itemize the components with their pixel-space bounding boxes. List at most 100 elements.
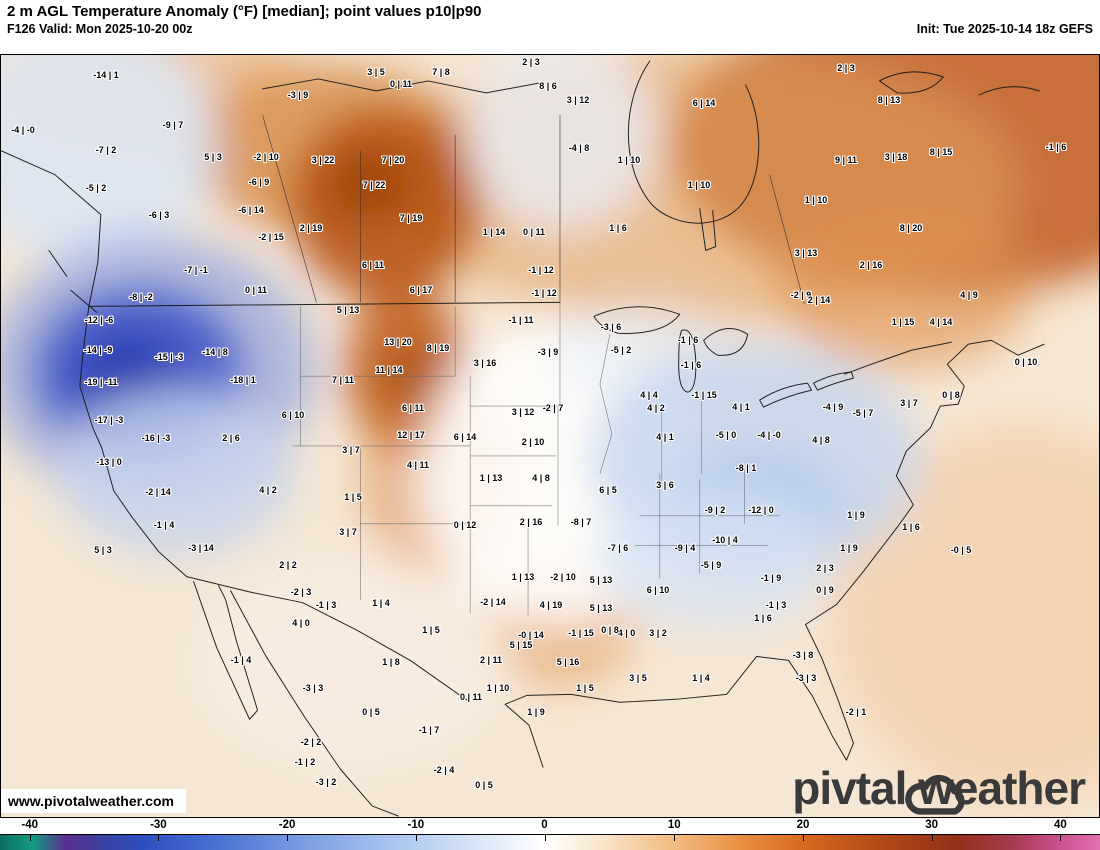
colorbar-gradient	[0, 834, 1100, 850]
point-value: -4 | -0	[757, 430, 781, 440]
point-value: -1 | 15	[691, 390, 717, 400]
point-value: 2 | 16	[859, 260, 883, 270]
point-value: 4 | 9	[960, 290, 978, 300]
point-value: 2 | 16	[519, 517, 543, 527]
point-value: -2 | 15	[258, 232, 284, 242]
point-value: 1 | 15	[891, 317, 915, 327]
point-value: 0 | 11	[522, 227, 546, 237]
point-value: -14 | 8	[202, 347, 228, 357]
state-borders	[292, 302, 780, 616]
point-value: 2 | 3	[522, 57, 540, 67]
point-value: 8 | 15	[929, 147, 953, 157]
point-value: 4 | 2	[647, 403, 665, 413]
point-value: 1 | 4	[372, 598, 390, 608]
point-value: 0 | 12	[453, 520, 477, 530]
point-value: 4 | 11	[406, 460, 430, 470]
point-value: 3 | 6	[656, 480, 674, 490]
point-value: 6 | 5	[599, 485, 617, 495]
point-value: -3 | 9	[287, 90, 309, 100]
colorbar-tick-mark	[544, 835, 546, 841]
point-value: 8 | 20	[899, 223, 923, 233]
point-value: -4 | -0	[11, 125, 35, 135]
point-value: 13 | 20	[384, 337, 412, 347]
colorbar-tick-mark	[931, 835, 933, 841]
point-value: -1 | 15	[568, 628, 594, 638]
point-value: -7 | 2	[95, 145, 117, 155]
point-value: -13 | 0	[96, 457, 122, 467]
point-value: 1 | 10	[617, 155, 641, 165]
point-value: -7 | 6	[607, 543, 629, 553]
point-value: -14 | 1	[93, 70, 119, 80]
point-value: 7 | 11	[331, 375, 355, 385]
point-value: -2 | 14	[145, 487, 171, 497]
point-value: 7 | 20	[381, 155, 405, 165]
point-value: -4 | 0	[614, 628, 636, 638]
point-value: -2 | 10	[550, 572, 576, 582]
point-value: 2 | 3	[837, 63, 855, 73]
point-value: -19 | -11	[84, 377, 118, 387]
point-value: 8 | 13	[877, 95, 901, 105]
point-value: 4 | 0	[292, 618, 310, 628]
point-value: -18 | 1	[230, 375, 256, 385]
point-value: 2 | 11	[479, 655, 503, 665]
point-value: 1 | 10	[804, 195, 828, 205]
anomaly-shading	[1, 55, 1099, 803]
point-value: 1 | 14	[482, 227, 506, 237]
point-value: 7 | 19	[399, 213, 423, 223]
point-value: 8 | 6	[539, 81, 557, 91]
point-value: 4 | 14	[929, 317, 953, 327]
point-value: 1 | 6	[754, 613, 772, 623]
point-value: -14 | -9	[83, 345, 113, 355]
point-value: 2 | 14	[807, 295, 831, 305]
province-borders	[262, 114, 805, 305]
point-value: 3 | 5	[629, 673, 647, 683]
point-value: -1 | 2	[294, 757, 316, 767]
point-value: -2 | 4	[433, 765, 455, 775]
weather-map: -14 | 1 3 | 5 0 | 11 7 | 8 2 | 3 8 | 6 3 | 12 6…	[0, 54, 1100, 818]
point-value: -2 | 2	[300, 737, 322, 747]
point-value: -17 | -3	[94, 415, 124, 425]
point-value: 3 | 7	[342, 445, 360, 455]
point-value: -1 | 6	[680, 360, 702, 370]
logo-text-pre: piv	[792, 762, 856, 814]
point-value: 1 | 8	[382, 657, 400, 667]
header: 2 m AGL Temperature Anomaly (°F) [median…	[0, 0, 1100, 54]
point-value: -5 | 0	[715, 430, 737, 440]
point-value: -1 | 6	[677, 335, 699, 345]
point-value: -2 | 10	[253, 152, 279, 162]
colorbar-tick-label: 40	[1053, 819, 1067, 831]
point-value: -3 | 2	[315, 777, 337, 787]
colorbar: -40 -30 -20 -10 0 10 20 30 40	[0, 818, 1100, 850]
point-value: -1 | 12	[531, 288, 557, 298]
point-value: -2 | 1	[845, 707, 867, 717]
point-value: 3 | 7	[900, 398, 918, 408]
point-value: -4 | 9	[822, 402, 844, 412]
point-value: 0 | 5	[362, 707, 380, 717]
colorbar-tick-label: 20	[796, 819, 810, 831]
point-value: -9 | 4	[674, 543, 696, 553]
point-value: 5 | 15	[509, 640, 533, 650]
point-value: 1 | 9	[847, 510, 865, 520]
point-value: 6 | 10	[281, 410, 305, 420]
point-value: -3 | 14	[188, 543, 214, 553]
colorbar-tick-label: 10	[667, 819, 681, 831]
point-value: 3 | 5	[367, 67, 385, 77]
point-value: -15 | -3	[154, 352, 184, 362]
valid-time-label: F126 Valid: Mon 2025-10-20 00z	[7, 22, 193, 36]
point-value: 1 | 9	[527, 707, 545, 717]
point-value: -1 | 9	[760, 573, 782, 583]
point-value: 4 | 2	[259, 485, 277, 495]
colorbar-tick-label: 0	[541, 819, 548, 831]
point-value: -5 | 2	[85, 183, 107, 193]
point-value: 6 | 10	[646, 585, 670, 595]
colorbar-tick-mark	[1060, 835, 1062, 841]
point-value: 1 | 6	[609, 223, 627, 233]
point-value: 12 | 17	[397, 430, 425, 440]
point-value: 4 | 1	[656, 432, 674, 442]
point-value: -3 | 8	[792, 650, 814, 660]
point-value: 2 | 2	[279, 560, 297, 570]
point-value: 0 | 10	[1014, 357, 1038, 367]
point-value: 3 | 18	[884, 152, 908, 162]
point-value: -8 | -2	[129, 292, 153, 302]
point-value: 3 | 12	[511, 407, 535, 417]
